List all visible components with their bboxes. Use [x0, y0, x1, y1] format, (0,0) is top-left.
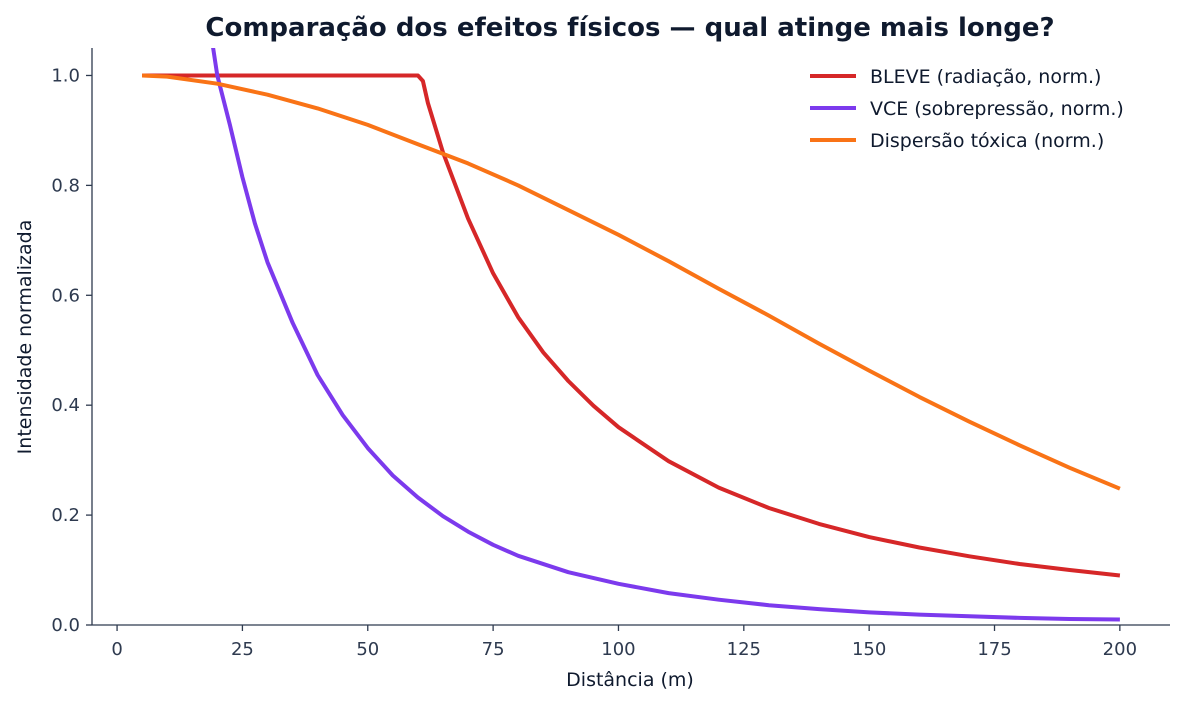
x-axis-label: Distância (m) — [566, 669, 694, 691]
x-tick-label: 100 — [601, 639, 635, 660]
series-line-2 — [211, 48, 1120, 622]
series-line-3 — [142, 73, 1121, 491]
x-tick-label: 175 — [977, 639, 1011, 660]
chart-title: Comparação dos efeitos físicos — qual at… — [205, 13, 1054, 43]
legend: BLEVE (radiação, norm.) VCE (sobrepressão… — [810, 66, 1124, 152]
y-tick-label: 0.4 — [51, 395, 80, 416]
legend-label: BLEVE (radiação, norm.) — [870, 66, 1101, 88]
x-tick-label: 125 — [727, 639, 761, 660]
plot-area: 0 25 50 75 100 125 150 175 200 0.0 0.2 0.4 0.6 0.8 1.… — [51, 48, 1170, 660]
legend-label: VCE (sobrepressão, norm.) — [870, 98, 1124, 120]
y-ticks: 0.0 0.2 0.4 0.6 0.8 1.0 — [51, 65, 92, 636]
legend-label: Dispersão tóxica (norm.) — [870, 130, 1104, 152]
y-axis-label: Intensidade normalizada — [14, 220, 36, 455]
y-tick-label: 0.8 — [51, 175, 80, 196]
x-tick-label: 200 — [1103, 639, 1137, 660]
y-tick-label: 0.0 — [51, 615, 80, 636]
x-tick-label: 75 — [482, 639, 505, 660]
series-line-1 — [142, 73, 1121, 578]
x-tick-label: 50 — [356, 639, 379, 660]
y-tick-label: 0.2 — [51, 505, 80, 526]
x-tick-label: 25 — [231, 639, 254, 660]
x-ticks: 0 25 50 75 100 125 150 175 200 — [111, 625, 1137, 660]
y-tick-label: 0.6 — [51, 285, 80, 306]
x-tick-label: 0 — [111, 639, 122, 660]
series-group — [142, 48, 1121, 622]
x-tick-label: 150 — [852, 639, 886, 660]
y-tick-label: 1.0 — [51, 65, 80, 86]
